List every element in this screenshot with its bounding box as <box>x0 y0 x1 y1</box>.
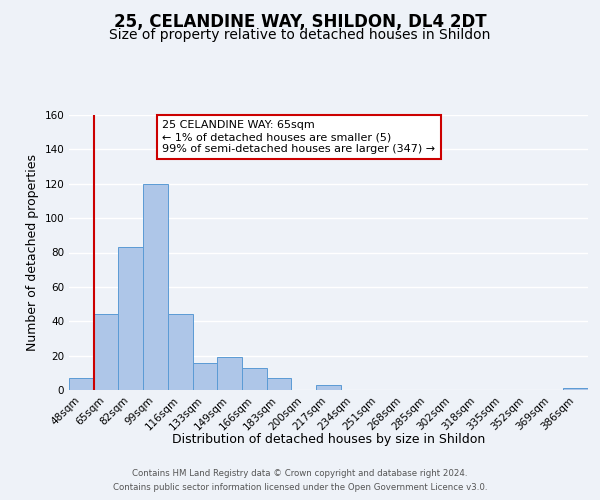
Text: Size of property relative to detached houses in Shildon: Size of property relative to detached ho… <box>109 28 491 42</box>
Bar <box>193 362 217 390</box>
Bar <box>242 368 267 390</box>
Bar <box>69 378 94 390</box>
Bar <box>118 248 143 390</box>
Bar <box>563 388 588 390</box>
Text: 25, CELANDINE WAY, SHILDON, DL4 2DT: 25, CELANDINE WAY, SHILDON, DL4 2DT <box>113 12 487 30</box>
Bar <box>217 358 242 390</box>
Bar <box>316 385 341 390</box>
Bar <box>267 378 292 390</box>
Text: Contains HM Land Registry data © Crown copyright and database right 2024.: Contains HM Land Registry data © Crown c… <box>132 469 468 478</box>
Y-axis label: Number of detached properties: Number of detached properties <box>26 154 39 351</box>
Bar <box>94 314 118 390</box>
Text: 25 CELANDINE WAY: 65sqm
← 1% of detached houses are smaller (5)
99% of semi-deta: 25 CELANDINE WAY: 65sqm ← 1% of detached… <box>163 120 436 154</box>
Text: Distribution of detached houses by size in Shildon: Distribution of detached houses by size … <box>172 432 485 446</box>
Text: Contains public sector information licensed under the Open Government Licence v3: Contains public sector information licen… <box>113 484 487 492</box>
Bar <box>143 184 168 390</box>
Bar <box>168 314 193 390</box>
